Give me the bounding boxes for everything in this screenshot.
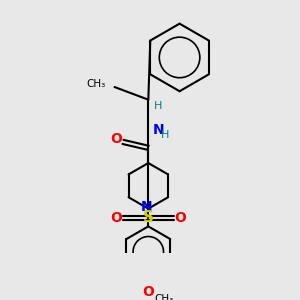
Text: N: N xyxy=(141,200,152,214)
Text: H: H xyxy=(154,101,163,111)
Text: O: O xyxy=(175,211,186,225)
Text: CH₃: CH₃ xyxy=(86,79,105,88)
Text: H: H xyxy=(161,130,170,140)
Text: S: S xyxy=(143,210,154,225)
Text: O: O xyxy=(110,131,122,146)
Text: O: O xyxy=(142,285,154,299)
Text: CH₃: CH₃ xyxy=(154,294,173,300)
Text: N: N xyxy=(153,123,164,137)
Text: O: O xyxy=(110,211,122,225)
